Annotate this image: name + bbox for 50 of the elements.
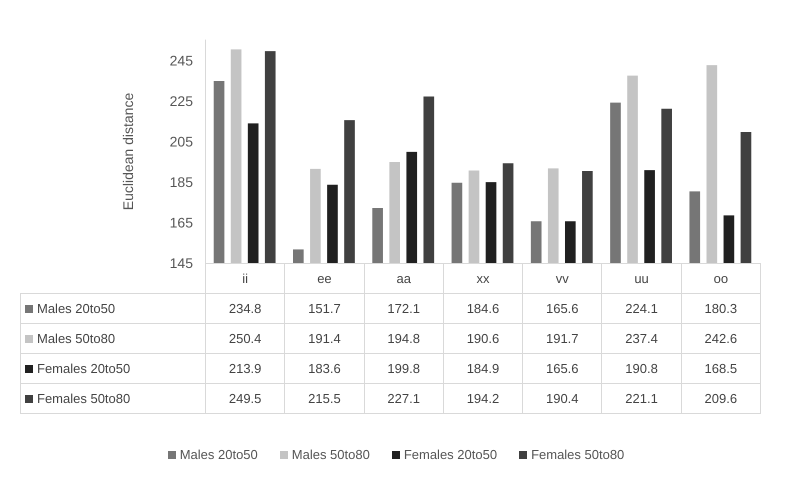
data-label: 215.5: [284, 384, 364, 414]
data-label: 190.4: [522, 384, 602, 414]
data-label: 168.5: [681, 354, 760, 384]
y-tick-label: 225: [170, 92, 194, 109]
text: Females 50to80: [37, 391, 130, 406]
data-label: 190.6: [443, 324, 523, 354]
y-tick-label: 205: [170, 133, 194, 150]
data-label: 191.7: [522, 324, 602, 354]
data-label: 183.6: [284, 354, 364, 384]
data-label: 213.9: [206, 354, 285, 384]
y-tick-label: 165: [170, 214, 194, 230]
y-axis-title: Euclidean distance: [120, 92, 136, 210]
data-label: 184.9: [443, 354, 523, 384]
legend-label: Males 50to80: [20, 324, 206, 354]
data-label: 227.1: [364, 384, 444, 414]
x-tick-label: ee: [284, 264, 364, 294]
text: Males 20to50: [180, 447, 258, 462]
x-tick-label: vv: [522, 264, 602, 294]
data-label: 199.8: [364, 354, 444, 384]
x-tick-label: aa: [364, 264, 444, 294]
data-label: 194.2: [443, 384, 523, 414]
data-label: 221.1: [602, 384, 682, 414]
y-tick-label: 185: [170, 174, 194, 190]
data-label: 234.8: [206, 294, 285, 324]
data-label: 184.6: [443, 294, 523, 324]
data-label: 165.6: [522, 294, 602, 324]
data-label: 191.4: [284, 324, 364, 354]
data-label: 249.5: [206, 384, 285, 414]
x-tick-label: xx: [443, 264, 523, 294]
x-tick-label: uu: [602, 264, 682, 294]
data-label: 250.4: [206, 324, 285, 354]
y-tick-label: 145: [170, 255, 194, 271]
data-label: 172.1: [364, 294, 444, 324]
data-label: 165.6: [522, 354, 602, 384]
data-label: 151.7: [284, 294, 364, 324]
data-label: 194.8: [364, 324, 444, 354]
data-label: 209.6: [681, 384, 760, 414]
data-label: 180.3: [681, 294, 760, 324]
x-tick-label: oo: [681, 264, 760, 294]
text: Males 50to80: [292, 447, 370, 462]
data-label: 237.4: [602, 324, 682, 354]
legend-label: Males 20to50: [20, 294, 206, 324]
legend-label: Females 20to50: [20, 354, 206, 384]
data-label: 190.8: [602, 354, 682, 384]
y-tick-label: 245: [170, 52, 194, 68]
data-label: 242.6: [681, 324, 760, 354]
x-tick-label: ii: [206, 264, 285, 294]
legend-label: Females 50to80: [530, 447, 624, 462]
text: Females 20to50: [404, 447, 498, 462]
data-label: 224.1: [602, 294, 682, 324]
